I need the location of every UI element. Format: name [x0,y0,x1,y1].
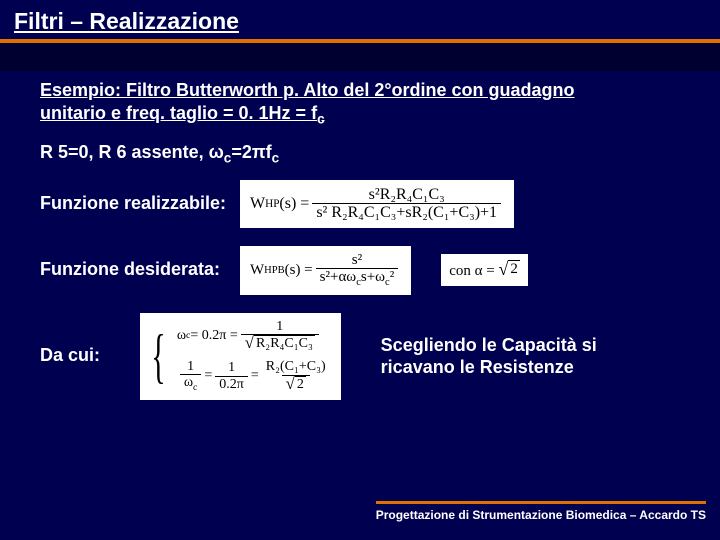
row-derivation: Da cui: { ωc = 0.2π = 1 √R₂R₄C₁C₃ 1 ωc = [40,313,680,400]
row-desired: Funzione desiderata: WHPB(s) = s² s²+αωc… [40,246,680,295]
heading-line1: Esempio: Filtro Butterworth p. Alto del … [40,80,575,100]
formula-system: { ωc = 0.2π = 1 √R₂R₄C₁C₃ 1 ωc = [140,313,341,400]
footer-divider [376,501,706,504]
page-title: Filtri – Realizzazione [14,8,239,34]
conditions-heading: R 5=0, R 6 assente, ωc=2πfc [40,142,680,166]
alpha-note: con α = √2 [441,254,528,286]
title-band [0,43,720,71]
label-realizable: Funzione realizzabile: [40,193,240,215]
formula-whp: WHP(s) = s²R₂R₄C₁C₃ s² R₂R₄C₁C₃+sR₂(C₁+C… [240,180,514,228]
row-realizable: Funzione realizzabile: WHP(s) = s²R₂R₄C₁… [40,180,680,228]
label-desired: Funzione desiderata: [40,259,240,281]
formula-whpb: WHPB(s) = s² s²+αωcs+ωc² [240,246,411,295]
footer-text: Progettazione di Strumentazione Biomedic… [376,508,706,522]
label-dacui: Da cui: [40,345,140,367]
example-heading: Esempio: Filtro Butterworth p. Alto del … [40,79,680,128]
heading-line2: unitario e freq. taglio = 0. 1Hz = f [40,103,317,123]
heading-sub: c [317,111,325,126]
footer: Progettazione di Strumentazione Biomedic… [376,501,706,522]
conclusion-text: Scegliendo le Capacità si ricavano le Re… [381,334,597,379]
